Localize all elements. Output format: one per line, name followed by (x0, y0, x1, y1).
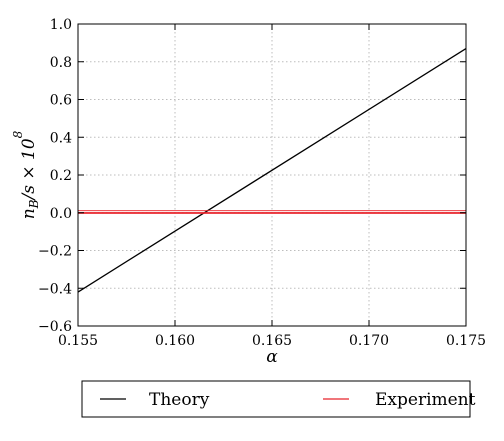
series-band-experiment (78, 210, 466, 214)
x-tick-label: 0.170 (349, 333, 389, 349)
y-axis-label-part: /s × 10 (19, 138, 39, 201)
y-tick-label: 0.0 (50, 206, 72, 222)
y-tick-label: 0.2 (50, 168, 72, 184)
legend-label-experiment: Experiment (375, 390, 476, 410)
y-tick-label: 0.8 (50, 55, 72, 71)
y-axis-label-part: B (27, 199, 41, 209)
x-tick-label: 0.165 (252, 333, 292, 349)
x-tick-label: 0.155 (58, 333, 98, 349)
y-tick-label: −0.6 (38, 319, 72, 335)
legend-box (81, 380, 471, 418)
y-tick-label: 1.0 (50, 17, 72, 33)
legend-label-theory: Theory (149, 390, 210, 410)
y-tick-label: 0.4 (50, 130, 72, 146)
y-tick-label: −0.2 (38, 244, 72, 260)
y-axis-label-part: n (19, 208, 39, 219)
series-line-theory (77, 47, 467, 293)
y-axis-label: nB/s × 108 (11, 130, 41, 219)
y-axis-label-part: 8 (11, 130, 25, 138)
legend: Theory Experiment (81, 380, 476, 418)
x-tick-label: 0.160 (155, 333, 195, 349)
ticks: 0.155 0.160 0.165 0.170 0.175 −0.6 −0.4 −0.2 0.0… (38, 17, 486, 349)
grid (78, 24, 466, 326)
y-tick-label: −0.4 (38, 281, 72, 297)
plot-series (77, 47, 467, 293)
x-tick-label: 0.175 (446, 333, 486, 349)
x-axis-label: α (266, 347, 278, 367)
y-tick-label: 0.6 (50, 93, 72, 109)
